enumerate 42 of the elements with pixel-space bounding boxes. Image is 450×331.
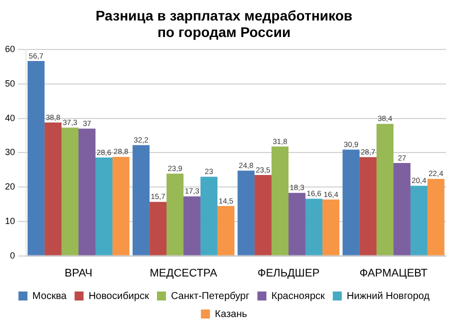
bar [305,198,322,256]
bar [394,163,410,256]
bar [254,175,272,256]
bar [342,150,360,256]
bar [272,146,289,256]
legend-label: Казань [214,308,248,320]
bar [376,124,394,256]
bar [217,206,234,256]
y-tick-label: 0 [10,250,16,260]
bar [44,122,62,256]
x-tick-label: МЕДСЕСТРА [150,267,218,280]
x-tick-label: ВРАЧ [64,267,92,280]
y-tick-label: 20 [4,182,16,192]
legend-label: Нижний Новгород [346,290,430,302]
bar [132,145,150,256]
chart-title: Разница в зарплатах медработников по городам России [96,7,353,40]
bar [410,186,428,256]
legend-label: Красноярск [271,290,326,302]
x-tick-label: ФЕЛЬДШЕР [257,267,320,280]
bar [427,178,444,256]
bar [78,128,96,256]
bar [28,60,45,256]
bar [150,202,167,256]
y-tick-label: 30 [4,147,16,158]
bar [184,196,200,256]
bar [62,128,79,256]
legend-label: Новосибирск [88,290,150,302]
bar [112,156,130,256]
y-tick-label: 50 [4,78,16,88]
bar [238,170,255,256]
legend-label: Санкт-Петербург [170,290,250,302]
bar [322,199,340,256]
bar [288,192,306,256]
legend-label: Москва [32,290,68,302]
y-tick-label: 60 [4,44,16,54]
bar [95,158,112,256]
y-tick-label: 10 [4,216,16,226]
x-tick-label: ФАРМАЦЕВТ [360,267,428,280]
bar [166,174,184,256]
bar [360,157,377,256]
bar [200,176,218,256]
y-tick-label: 40 [4,112,16,123]
